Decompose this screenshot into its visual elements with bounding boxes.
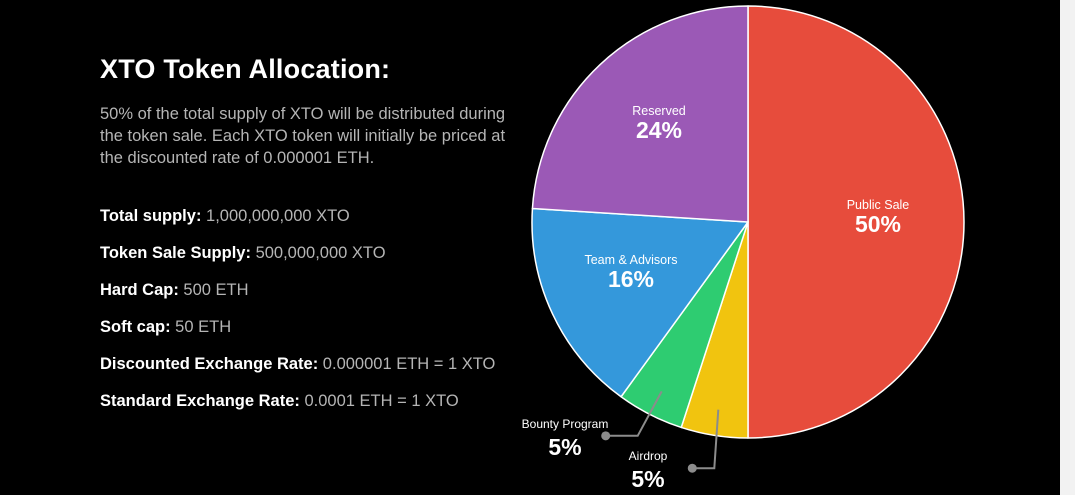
- scrollbar-track[interactable]: [1060, 0, 1075, 495]
- fact-label: Discounted Exchange Rate:: [100, 355, 319, 373]
- slice-value-public-sale: 50%: [855, 211, 901, 237]
- callout-line-airdrop: [692, 409, 720, 470]
- fact-label: Soft cap:: [100, 318, 171, 336]
- pie-slice-reserved: [531, 5, 749, 223]
- fact-value: 500,000,000 XTO: [250, 244, 386, 262]
- fact-value: 50 ETH: [170, 318, 232, 336]
- slice-label-bounty-program: Bounty Program: [522, 417, 609, 431]
- fact-label: Token Sale Supply:: [100, 244, 251, 262]
- fact-label: Hard Cap:: [100, 281, 179, 299]
- slice-label-reserved: Reserved: [632, 104, 686, 118]
- fact-label: Standard Exchange Rate:: [100, 392, 300, 410]
- token-facts-list: Total supply: 1,000,000,000 XTO Token Sa…: [100, 207, 495, 429]
- fact-token-sale-supply: Token Sale Supply: 500,000,000 XTO: [100, 244, 495, 281]
- fact-discounted-rate: Discounted Exchange Rate: 0.000001 ETH =…: [100, 355, 495, 392]
- callout-dot-bounty-program: [601, 431, 611, 441]
- fact-standard-rate: Standard Exchange Rate: 0.0001 ETH = 1 X…: [100, 392, 495, 429]
- fact-total-supply: Total supply: 1,000,000,000 XTO: [100, 207, 495, 244]
- fact-value: 0.000001 ETH = 1 XTO: [318, 355, 496, 373]
- fact-value: 500 ETH: [178, 281, 249, 299]
- fact-value: 0.0001 ETH = 1 XTO: [299, 392, 459, 410]
- slice-value-reserved: 24%: [636, 117, 682, 143]
- slice-label-airdrop: Airdrop: [629, 449, 668, 463]
- pie-slice-public-sale: [747, 5, 965, 439]
- pie-slice-team-and-advisors: [531, 207, 749, 398]
- page-title: XTO Token Allocation:: [100, 54, 391, 84]
- slice-value-team-and-advisors: 16%: [608, 266, 654, 292]
- slice-value-airdrop: 5%: [631, 466, 664, 492]
- fact-soft-cap: Soft cap: 50 ETH: [100, 318, 495, 355]
- fact-label: Total supply:: [100, 207, 202, 225]
- callout-line-bounty-program: [605, 390, 663, 437]
- intro-paragraph: 50% of the total supply of XTO will be d…: [100, 105, 506, 167]
- fact-value: 1,000,000,000 XTO: [201, 207, 350, 225]
- slice-value-bounty-program: 5%: [548, 434, 581, 460]
- slice-label-team-and-advisors: Team & Advisors: [584, 253, 677, 267]
- fact-hard-cap: Hard Cap: 500 ETH: [100, 281, 495, 318]
- callout-dot-airdrop: [687, 463, 697, 473]
- slice-label-public-sale: Public Sale: [847, 198, 910, 212]
